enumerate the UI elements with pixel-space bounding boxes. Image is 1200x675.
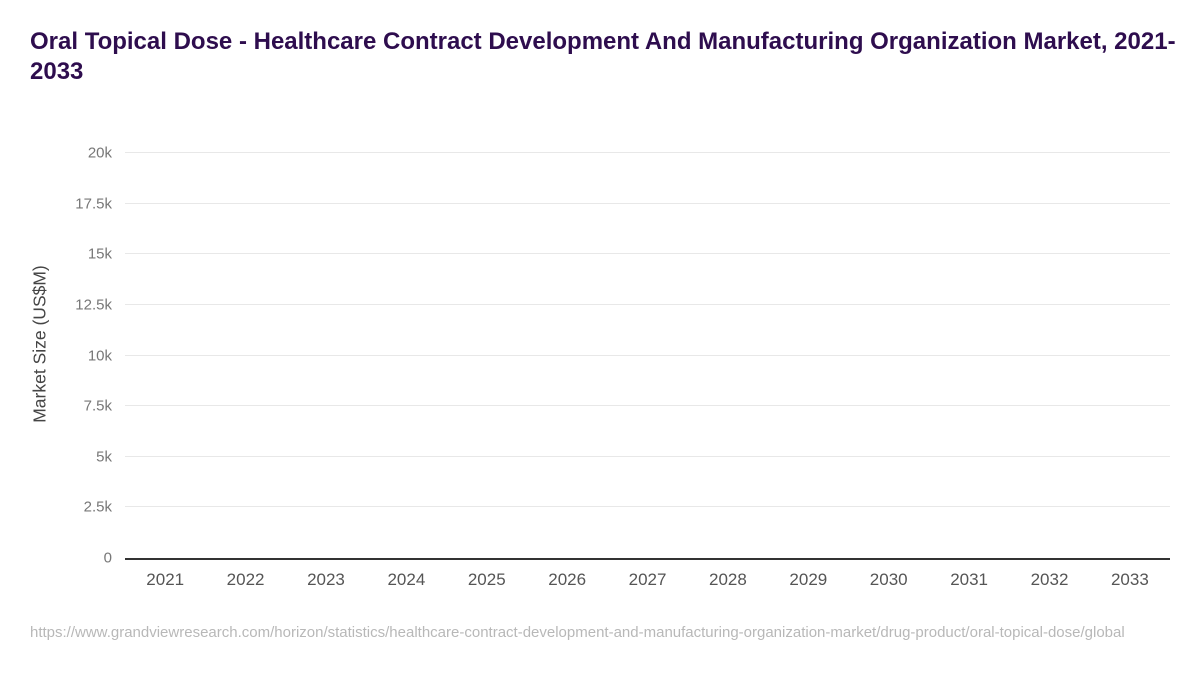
gridline: [125, 304, 1170, 306]
chart-title: Oral Topical Dose - Healthcare Contract …: [30, 28, 1176, 85]
x-tick-label: 2029: [789, 570, 828, 589]
y-tick-label: 5k: [96, 448, 112, 466]
gridline: [125, 354, 1170, 356]
y-tick-label: 0: [103, 549, 112, 567]
x-tick-label: 2031: [950, 570, 989, 589]
source-url: https://www.grandviewresearch.com/horizo…: [30, 624, 1125, 641]
gridline: [125, 455, 1170, 457]
y-tick-label: 17.5k: [75, 195, 112, 213]
x-tick-label: 2022: [226, 570, 265, 589]
y-tick-label: 15k: [87, 245, 112, 263]
x-tick-label: 2030: [869, 570, 908, 589]
y-tick-label: 20k: [87, 144, 112, 162]
y-tick-label: 10k: [87, 347, 112, 365]
x-tick-label: 2024: [387, 570, 426, 589]
gridline: [125, 202, 1170, 204]
bars-layer: [125, 130, 1170, 558]
y-axis-label: Market Size (US$M): [29, 265, 50, 423]
y-tick-label: 7.5k: [83, 397, 112, 415]
x-tick-label: 2021: [146, 570, 185, 589]
x-tick-label: 2033: [1110, 570, 1149, 589]
gridline: [125, 152, 1170, 154]
plot-area: Market Size (US$M) 0 2.5k 5k 7.5k 10k 12.5k 15…: [30, 130, 1170, 589]
y-tick-label: 12.5k: [75, 296, 112, 314]
x-tick-label: 2023: [307, 570, 345, 589]
x-tick-label: 2028: [709, 570, 747, 589]
x-tick-label: 2032: [1030, 570, 1069, 589]
gridline: [125, 253, 1170, 255]
x-tick-label: 2025: [467, 570, 506, 589]
x-axis-labels: 2021 2022 2023 2024 2025 2026 2027 2028 2029 2030…: [125, 570, 1170, 590]
gridline: [125, 405, 1170, 407]
gridline: [125, 506, 1170, 508]
x-tick-label: 2026: [548, 570, 587, 589]
y-tick-label: 2.5k: [83, 498, 112, 516]
x-tick-label: 2027: [628, 570, 667, 589]
